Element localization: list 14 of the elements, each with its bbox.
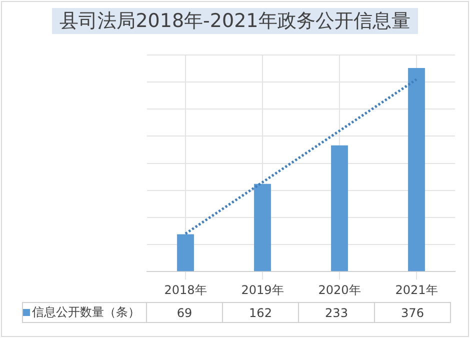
data-label: 69 [146,302,222,322]
data-label: 376 [374,302,450,322]
bar [408,68,425,272]
bar [177,234,194,272]
x-tick-label: 2020年 [318,282,361,297]
data-label: 162 [222,302,298,322]
bar [331,145,348,272]
x-tick-label: 2018年 [164,282,207,297]
legend-label: 信息公开数量（条） [31,305,140,319]
data-label: 233 [298,302,374,322]
x-tick-label: 2021年 [395,282,438,297]
chart-title: 县司法局2018年-2021年政务公开信息量 [52,8,418,34]
x-tick-label: 2019年 [241,282,284,297]
bar [254,184,271,272]
